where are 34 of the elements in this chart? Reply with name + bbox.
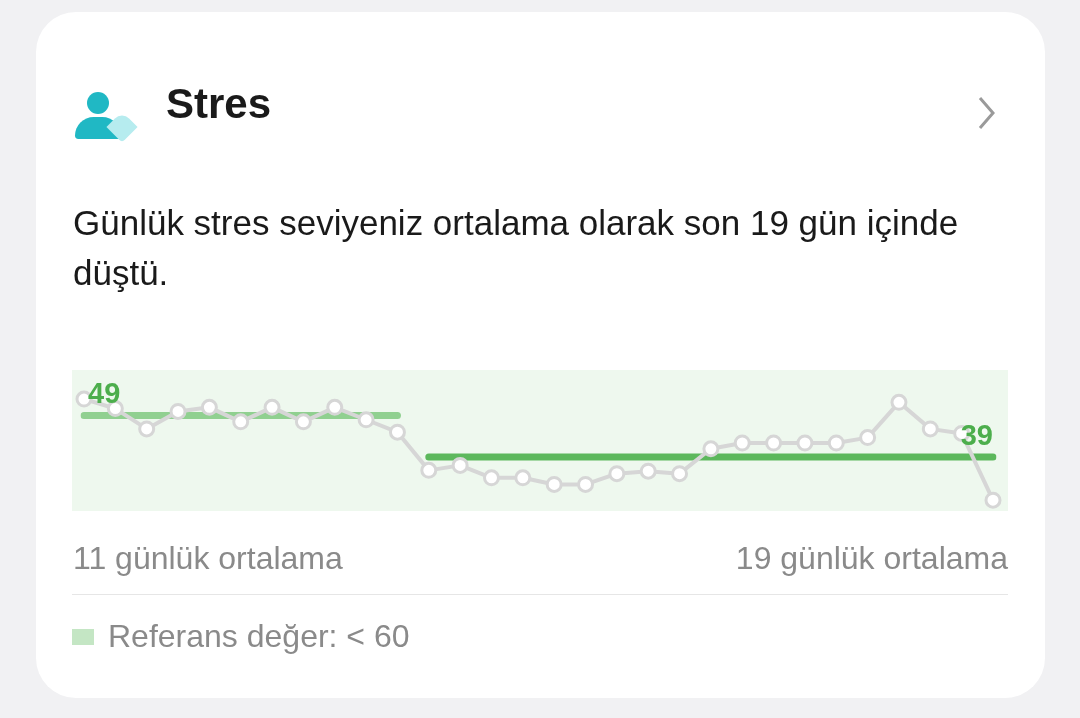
point [827,434,845,452]
point [451,456,469,474]
point [388,423,406,441]
point [577,475,595,493]
point [796,434,814,452]
point [263,398,281,416]
point [420,461,438,479]
point [545,475,563,493]
point [702,440,720,458]
point [984,491,1002,509]
point [294,413,312,431]
chart-title: Stres [166,80,272,128]
point [514,469,532,487]
point [608,465,626,483]
point [326,398,344,416]
text: 19 günlük ortalama [735,540,1008,577]
chart-subtitle: Günlük stres seviyeniz ortalama olarak son 19 gün içinde düştü. [73,202,960,294]
data-label: 49 [88,377,121,410]
point [232,413,250,431]
point [733,434,751,452]
point [482,469,500,487]
point [357,411,375,429]
point [859,429,877,447]
point [671,465,689,483]
point [138,420,156,438]
point [169,402,187,420]
text: 11 günlük ortalama [73,540,343,577]
point [890,393,908,411]
point [765,434,783,452]
point [200,398,218,416]
data-label: 39 [960,418,993,451]
point [639,462,657,480]
band-label: Referans değer: < 60 [108,618,410,655]
point [921,420,939,438]
